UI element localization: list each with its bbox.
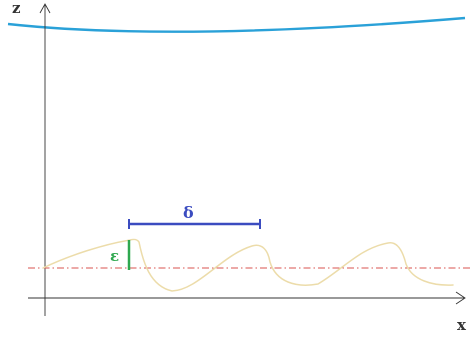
x-axis-label: x [457,316,467,334]
x-axis [28,291,466,305]
top-surface-curve [7,16,466,33]
delta-label: δ [183,203,194,222]
z-axis [39,3,51,316]
delta-marker [128,219,261,229]
surface-profile [42,238,454,292]
epsilon-label: ε [110,247,119,265]
z-axis-label: z [12,0,21,17]
